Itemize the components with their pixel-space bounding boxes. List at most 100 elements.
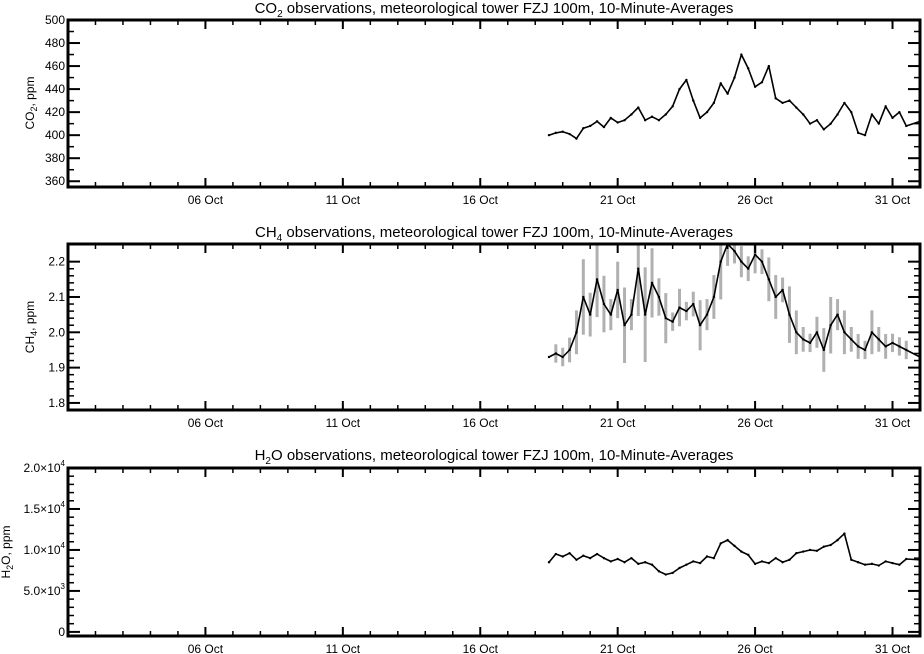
co2-data-point	[760, 80, 764, 84]
co2-data-point	[719, 82, 722, 85]
ch4-data-point	[588, 313, 592, 316]
h2o-data-point	[822, 545, 826, 548]
co2-data-point	[863, 133, 867, 137]
ch4-data-point	[678, 306, 681, 309]
co2-data-point	[815, 119, 819, 122]
ch4-data-point	[898, 345, 901, 348]
ch4-data-point	[554, 352, 558, 355]
ch4-data-point	[801, 338, 805, 341]
ch4-data-point	[685, 309, 688, 313]
h2o-data-point	[795, 552, 798, 555]
ch4-chart-title: CH4 observations, meteorological tower F…	[255, 224, 733, 244]
h2o-data-point	[801, 550, 805, 553]
ch4-data-point	[877, 338, 880, 341]
h2o-data-point	[657, 570, 661, 573]
ch4-data-point	[623, 324, 626, 327]
co2-x-tick-label: 06 Oct	[188, 193, 224, 207]
ch4-y-tick-label: 2.0	[48, 325, 65, 339]
h2o-data-point	[664, 573, 667, 576]
co2-data-point	[554, 131, 558, 135]
ch4-data-point	[843, 331, 846, 334]
h2o-data-point	[719, 542, 722, 545]
co2-y-tick-label: 500	[45, 13, 65, 27]
h2o-data-point	[575, 558, 578, 561]
ch4-x-tick-label: 21 Oct	[600, 416, 636, 430]
ch4-data-point	[774, 295, 777, 299]
co2-data-point	[747, 67, 750, 70]
h2o-y-tick-label: 2.0×104	[24, 459, 66, 475]
co2-data-point	[774, 97, 777, 100]
ch4-data-point	[760, 260, 764, 263]
co2-data-point	[898, 110, 901, 114]
h2o-x-tick-label: 26 Oct	[737, 642, 773, 654]
ch4-data-point	[870, 331, 874, 334]
co2-data-point	[877, 122, 880, 125]
ch4-data-point	[767, 278, 771, 281]
co2-data-point	[698, 116, 702, 120]
h2o-y-tick-label: 1.5×104	[24, 500, 66, 516]
co2-chart-title: CO2 observations, meteorological tower F…	[255, 0, 734, 20]
co2-data-point	[753, 85, 757, 89]
h2o-panel: H2O observations, meteorological tower F…	[0, 447, 922, 654]
h2o-plot-frame	[66, 466, 922, 638]
h2o-data-point	[637, 562, 640, 566]
co2-data-point	[884, 105, 887, 108]
h2o-data-point	[808, 548, 812, 552]
ch4-y-tick-label: 1.9	[48, 361, 65, 375]
co2-data-point	[767, 64, 771, 68]
h2o-data-point	[685, 563, 688, 566]
ch4-data-point	[733, 249, 736, 253]
h2o-data-point	[630, 556, 633, 560]
ch4-data-point	[561, 355, 564, 359]
h2o-data-point	[698, 561, 702, 565]
ch4-data-point	[637, 267, 640, 270]
h2o-data-point	[870, 562, 874, 566]
h2o-data-point	[643, 561, 647, 564]
h2o-x-tick-label: 11 Oct	[326, 642, 361, 654]
co2-y-tick-label: 440	[45, 82, 65, 96]
co2-data-point	[870, 113, 874, 116]
co2-x-tick-label: 11 Oct	[326, 193, 361, 207]
h2o-data-point	[815, 549, 819, 552]
co2-x-tick-label: 31 Oct	[875, 193, 911, 207]
h2o-data-point	[602, 556, 606, 560]
co2-data-point	[781, 101, 784, 105]
ch4-data-point	[829, 324, 832, 327]
h2o-data-point	[554, 552, 558, 556]
ch4-y-tick-label: 2.2	[48, 255, 65, 269]
ch4-data-point	[582, 295, 585, 299]
h2o-data-point	[623, 561, 626, 564]
ch4-data-point	[575, 331, 578, 334]
h2o-data-point	[726, 538, 729, 542]
h2o-data-point	[891, 561, 894, 565]
ch4-data-point	[568, 348, 571, 352]
co2-data-point	[547, 133, 551, 137]
ch4-x-tick-label: 06 Oct	[188, 416, 224, 430]
ch4-y-tick-label: 2.1	[48, 290, 65, 304]
co2-y-tick-label: 480	[45, 36, 65, 50]
h2o-data-point	[905, 557, 908, 561]
h2o-data-point	[767, 561, 771, 565]
co2-data-point	[829, 122, 832, 125]
ch4-data-point	[884, 345, 887, 348]
ch4-data-point	[891, 341, 894, 345]
co2-data-point	[595, 120, 599, 123]
ch4-data-point	[856, 345, 860, 348]
co2-x-tick-label: 26 Oct	[737, 193, 773, 207]
co2-data-point	[616, 121, 619, 124]
co2-data-point	[740, 53, 743, 56]
ch4-plot-frame	[66, 242, 922, 412]
ch4-data-line	[548, 243, 921, 358]
h2o-y-tick-label: 0	[58, 625, 65, 639]
h2o-data-point	[678, 566, 681, 570]
ch4-data-point	[795, 331, 798, 334]
h2o-data-point	[829, 543, 832, 547]
ch4-x-tick-label: 11 Oct	[326, 416, 361, 430]
co2-data-point	[808, 122, 812, 125]
co2-plot-frame	[66, 18, 922, 189]
co2-data-point	[623, 119, 626, 122]
ch4-data-point	[547, 355, 551, 359]
h2o-data-point	[616, 557, 619, 561]
co2-data-point	[678, 87, 681, 91]
co2-data-point	[671, 105, 674, 108]
